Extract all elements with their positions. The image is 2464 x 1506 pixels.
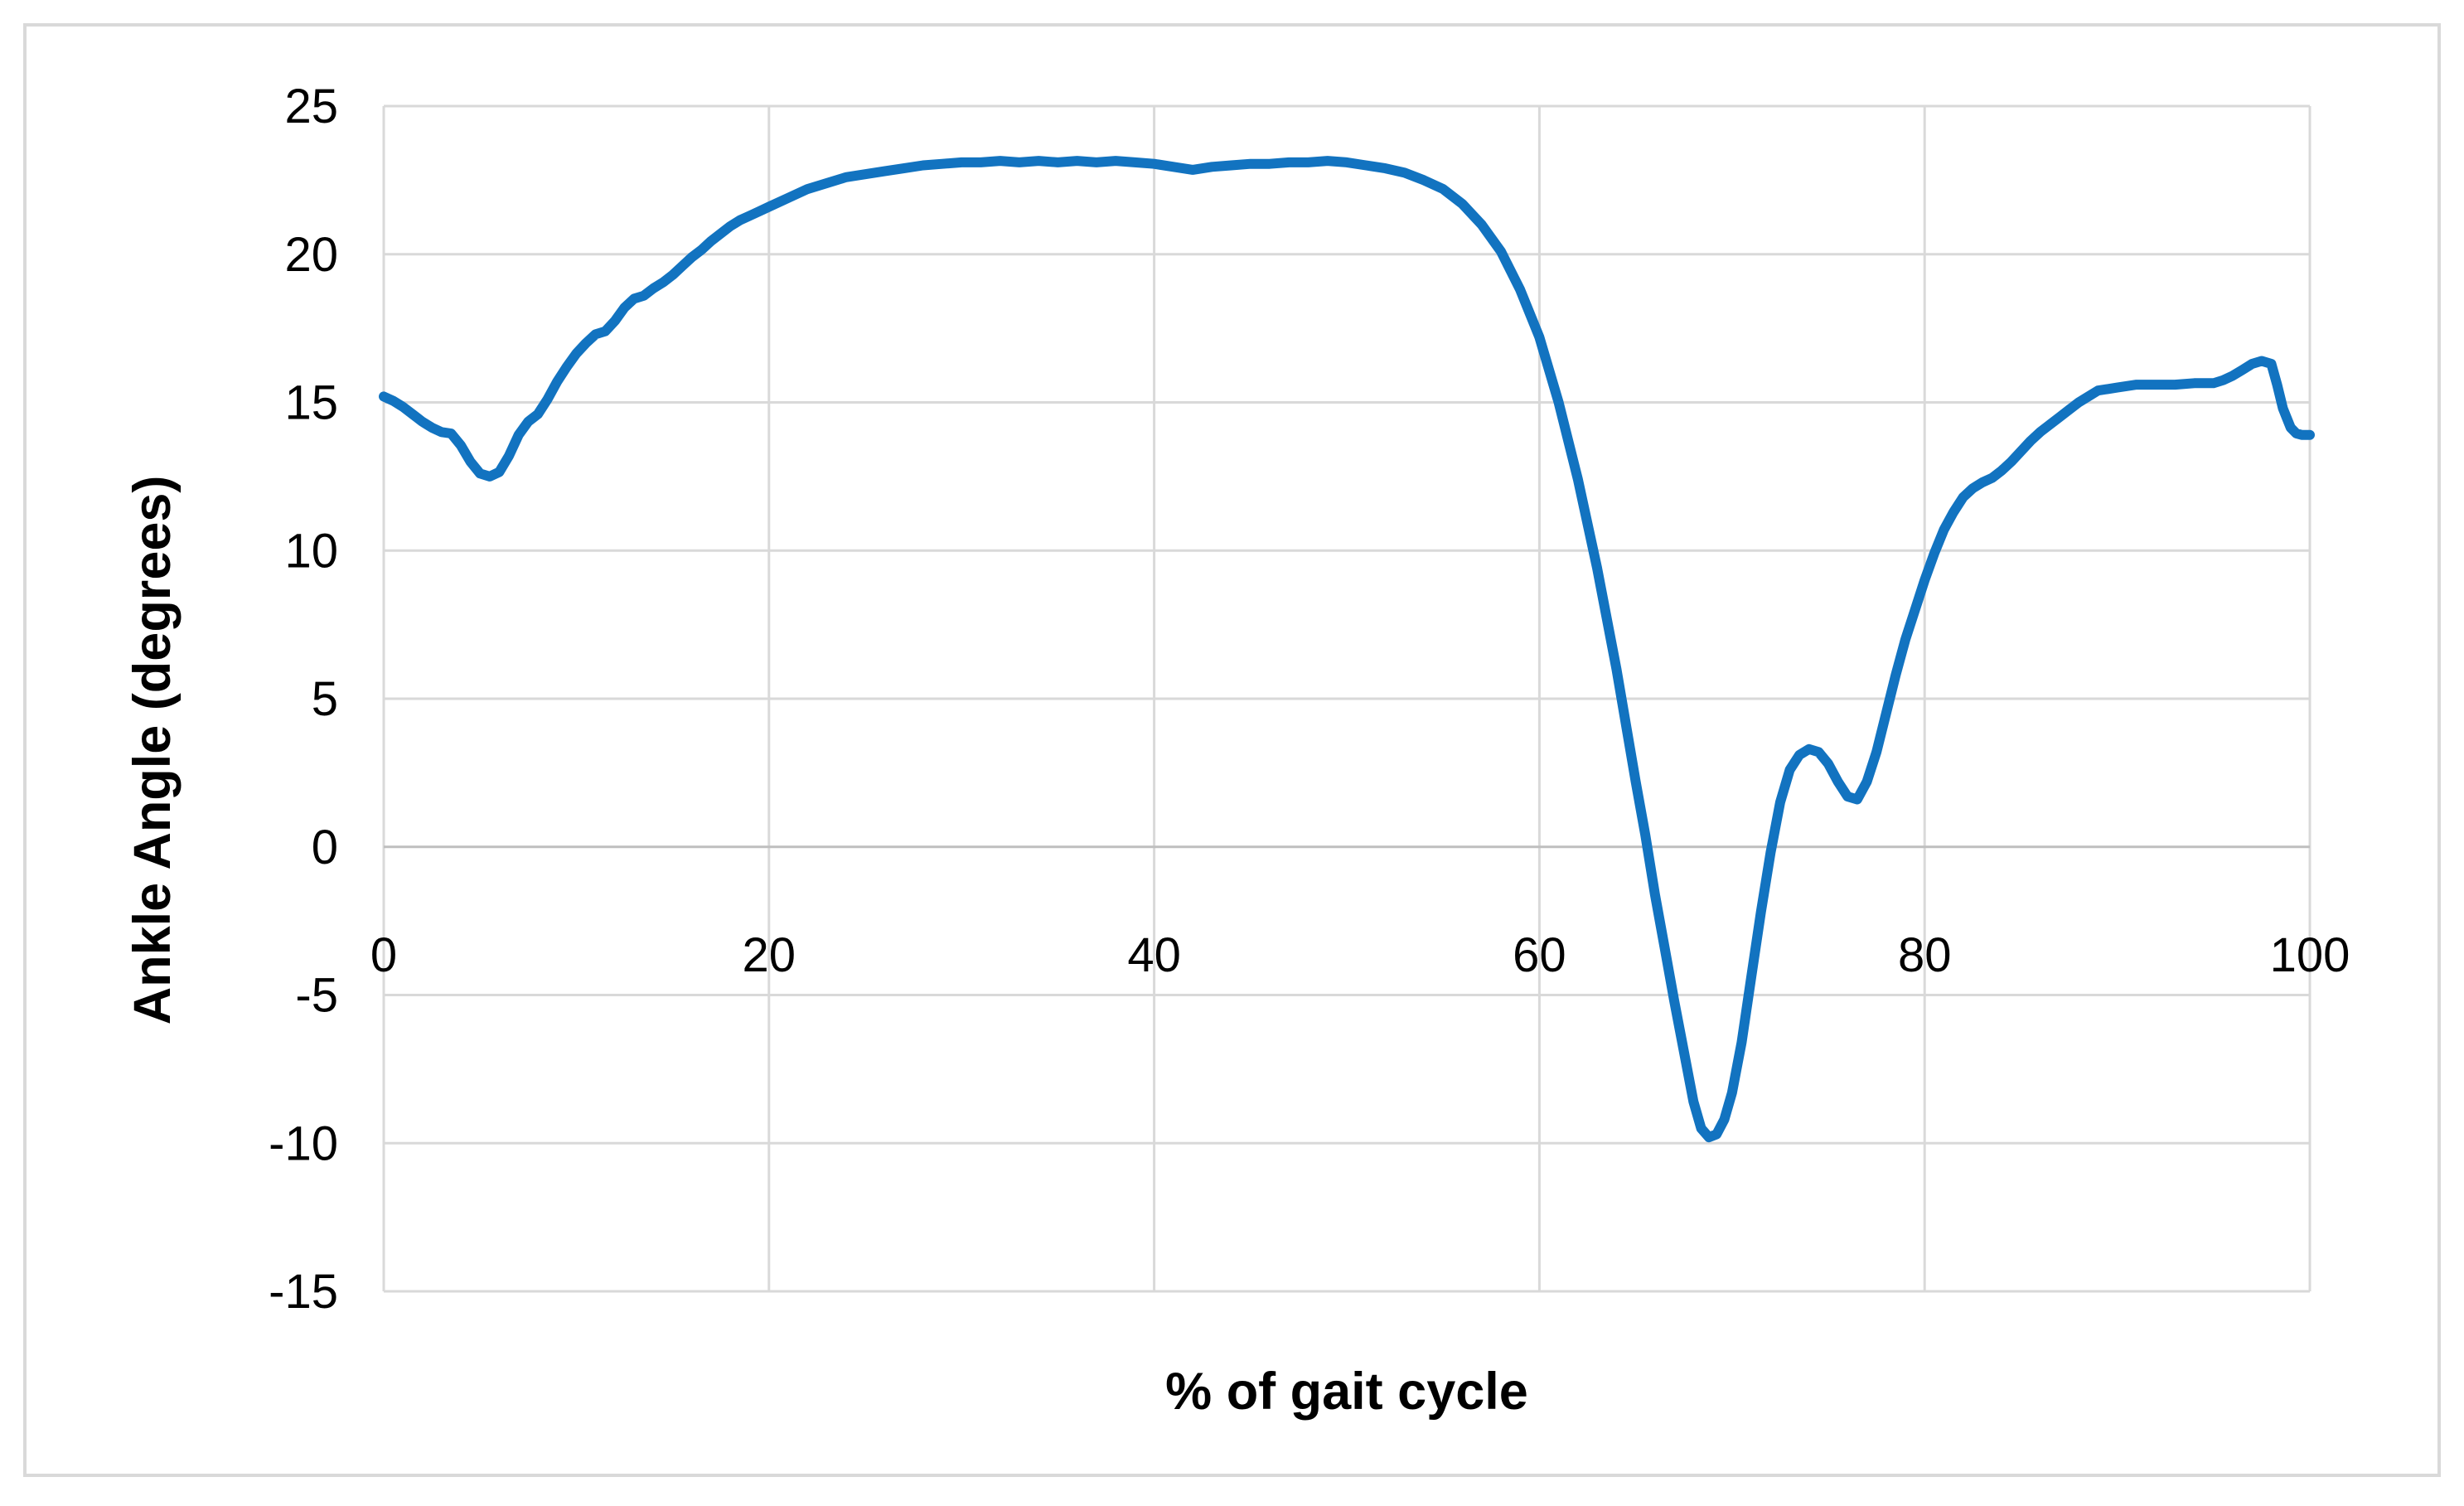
y-tick-label-10: 10 <box>284 524 338 578</box>
y-tick-label-15: 15 <box>284 376 338 430</box>
data-series <box>379 156 2315 1143</box>
y-axis-title: Ankle Angle (degrees) <box>123 476 182 1025</box>
x-tick-label-80: 80 <box>1898 928 1952 982</box>
x-tick-label-100: 100 <box>2270 928 2350 982</box>
y-tick-label-20: 20 <box>284 228 338 282</box>
series-line-ankle-angle <box>379 156 2315 1143</box>
x-tick-label-20: 20 <box>743 928 796 982</box>
y-tick-label--10: -10 <box>269 1116 338 1170</box>
y-tick-label--5: -5 <box>295 969 338 1023</box>
x-tick-label-40: 40 <box>1127 928 1181 982</box>
y-tick-label-0: 0 <box>312 821 338 874</box>
figure-border <box>23 23 2441 1477</box>
x-tick-label-0: 0 <box>370 928 397 982</box>
y-tick-label-25: 25 <box>284 80 338 133</box>
gridlines <box>382 104 2312 1293</box>
x-tick-labels: 0 20 40 60 80 100 <box>370 928 2350 982</box>
x-tick-label-60: 60 <box>1513 928 1566 982</box>
x-axis-title: % of gait cycle <box>1165 1363 1528 1421</box>
y-tick-label--15: -15 <box>269 1265 338 1319</box>
y-tick-labels: 25 20 15 10 5 0 -5 -10 -15 <box>269 80 338 1319</box>
y-tick-label-5: 5 <box>312 672 338 726</box>
